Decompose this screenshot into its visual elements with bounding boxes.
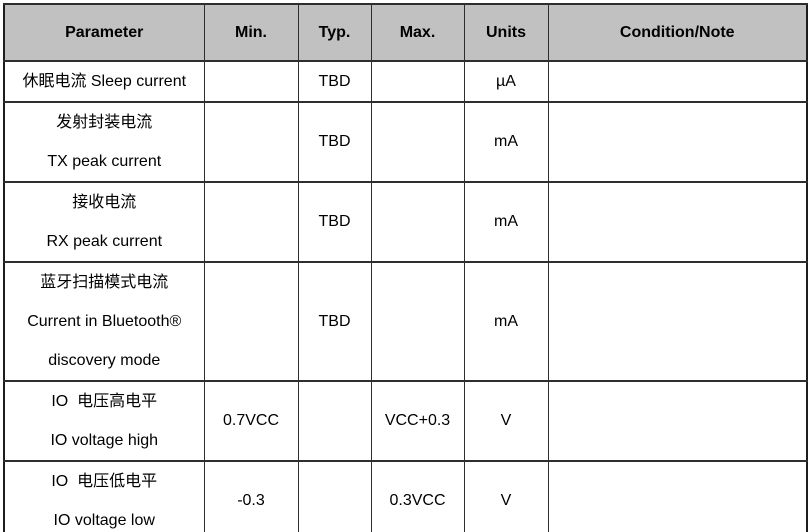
col-header-typ: Typ. (297, 3, 371, 61)
min-cell (203, 261, 298, 381)
header-row: Parameter Min. Typ. Max. Units Condition… (3, 3, 807, 61)
max-cell (370, 101, 464, 182)
max-cell: 0.3VCC (370, 460, 464, 532)
typ-cell (297, 380, 371, 461)
col-header-condition-note: Condition/Note (547, 3, 807, 61)
note-cell (547, 380, 807, 461)
parameter-line: 发射封装电流 (56, 114, 153, 131)
units-cell: mA (463, 181, 548, 262)
table-row-io-voltage-high: IO 电压高电平 IO voltage high 0.7VCC VCC+0.3 … (3, 380, 807, 461)
min-cell (203, 101, 298, 182)
parameter-line: IO voltage low (53, 512, 155, 529)
col-header-parameter: Parameter (3, 3, 204, 61)
note-cell (547, 261, 807, 381)
parameter-cell: 蓝牙扫描模式电流 Current in Bluetooth® discovery… (3, 261, 204, 381)
parameter-line: 蓝牙扫描模式电流 (40, 274, 169, 291)
parameter-line: Current in Bluetooth® (27, 313, 182, 330)
table-row-io-voltage-low: IO 电压低电平 IO voltage low -0.3 0.3VCC V (3, 460, 807, 532)
table-row-sleep-current: 休眠电流 Sleep current TBD µA (3, 60, 807, 102)
parameter-cell: 休眠电流 Sleep current (3, 60, 204, 102)
min-cell (203, 181, 298, 262)
note-cell (547, 60, 807, 102)
parameter-cell: 发射封装电流 TX peak current (3, 101, 204, 182)
units-cell: V (463, 380, 548, 461)
parameter-cell: IO 电压低电平 IO voltage low (3, 460, 204, 532)
parameter-line: IO 电压低电平 (51, 473, 158, 490)
parameter-line: TX peak current (47, 153, 162, 170)
col-header-min: Min. (203, 3, 298, 61)
parameter-cell: 接收电流 RX peak current (3, 181, 204, 262)
table-row-rx-peak-current: 接收电流 RX peak current TBD mA (3, 181, 807, 262)
max-cell: VCC+0.3 (370, 380, 464, 461)
table-row-tx-peak-current: 发射封装电流 TX peak current TBD mA (3, 101, 807, 182)
max-cell (370, 261, 464, 381)
note-cell (547, 101, 807, 182)
electrical-characteristics-table: Parameter Min. Typ. Max. Units Condition… (3, 3, 808, 532)
parameter-line: 接收电流 (72, 194, 137, 211)
typ-cell: TBD (297, 60, 371, 102)
col-header-max: Max. (370, 3, 464, 61)
parameter-line: RX peak current (46, 233, 163, 250)
note-cell (547, 460, 807, 532)
note-cell (547, 181, 807, 262)
col-header-units: Units (463, 3, 548, 61)
units-cell: mA (463, 101, 548, 182)
units-cell: µA (463, 60, 548, 102)
min-cell: 0.7VCC (203, 380, 298, 461)
units-cell: mA (463, 261, 548, 381)
typ-cell: TBD (297, 101, 371, 182)
units-cell: V (463, 460, 548, 532)
min-cell (203, 60, 298, 102)
typ-cell: TBD (297, 181, 371, 262)
parameter-cell: IO 电压高电平 IO voltage high (3, 380, 204, 461)
max-cell (370, 60, 464, 102)
parameter-line: IO voltage high (50, 432, 159, 449)
table-row-bluetooth-discovery-current: 蓝牙扫描模式电流 Current in Bluetooth® discovery… (3, 261, 807, 381)
parameter-line: IO 电压高电平 (51, 393, 158, 410)
typ-cell (297, 460, 371, 532)
parameter-line: 休眠电流 Sleep current (22, 73, 187, 90)
typ-cell: TBD (297, 261, 371, 381)
max-cell (370, 181, 464, 262)
parameter-line: discovery mode (48, 352, 161, 369)
min-cell: -0.3 (203, 460, 298, 532)
